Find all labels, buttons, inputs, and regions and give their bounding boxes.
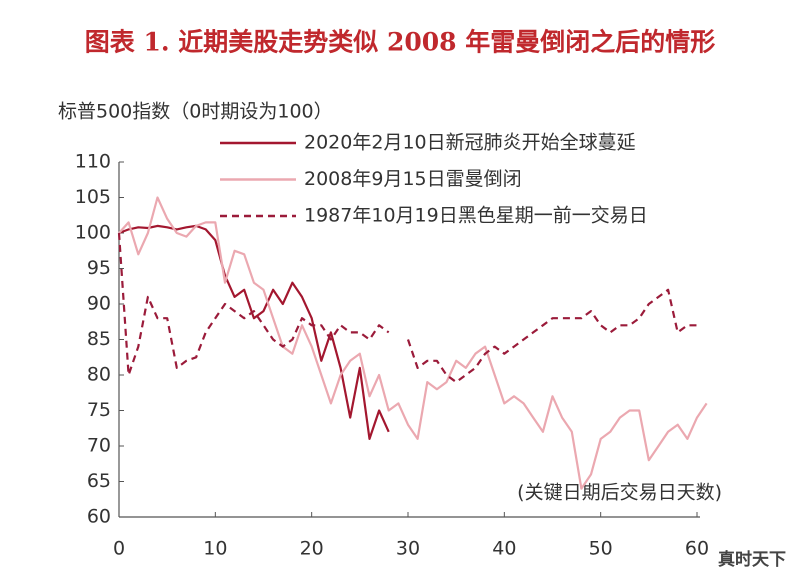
y-tick-label: 60: [87, 506, 111, 528]
y-tick-label: 65: [87, 470, 111, 492]
y-tick-label: 70: [87, 435, 111, 457]
series-line: [118, 196, 708, 490]
series-line: [118, 224, 390, 440]
legend-label: 2008年9月15日雷曼倒闭: [304, 168, 522, 190]
watermark: 真时天下: [718, 549, 786, 570]
y-axis-label: 标普500指数（0时期设为100）: [58, 101, 333, 123]
x-tick-label: 0: [113, 538, 125, 560]
y-tick-label: 85: [87, 328, 111, 350]
y-tick-label: 95: [87, 257, 111, 279]
y-tick-label: 90: [87, 293, 111, 315]
x-axis-label: (关键日期后交易日天数): [517, 482, 722, 504]
y-tick-label: 110: [75, 151, 111, 173]
chart-title: 图表 1. 近期美股走势类似 2008 年雷曼倒闭之后的情形: [85, 28, 716, 57]
series-line: [117, 232, 697, 384]
x-tick-label: 40: [492, 538, 516, 560]
x-tick-label: 50: [589, 538, 613, 560]
y-tick-label: 105: [75, 186, 111, 208]
x-tick-label: 10: [203, 538, 227, 560]
x-tick-label: 20: [300, 538, 324, 560]
legend-label: 1987年10月19日黑色星期一前一交易日: [304, 205, 648, 227]
y-tick-label: 100: [75, 222, 111, 244]
x-tick-label: 60: [685, 538, 709, 560]
legend-label: 2020年2月10日新冠肺炎开始全球蔓延: [304, 132, 636, 154]
y-tick-label: 75: [87, 399, 111, 421]
x-tick-label: 30: [396, 538, 420, 560]
y-tick-label: 80: [87, 364, 111, 386]
